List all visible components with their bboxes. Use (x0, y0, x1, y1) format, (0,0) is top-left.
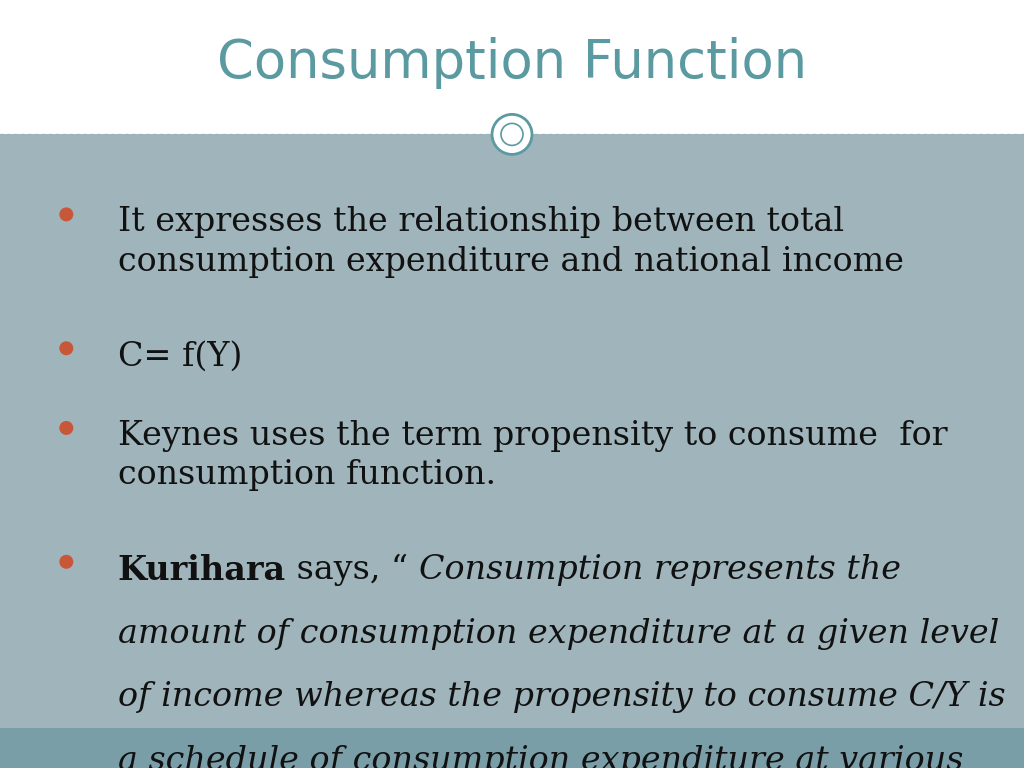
Bar (0, 0, 1024, 134)
Text: Consumption represents the: Consumption represents the (419, 554, 900, 586)
Text: Keynes uses the term propensity to consume  for
consumption function.: Keynes uses the term propensity to consu… (118, 420, 947, 492)
Circle shape (492, 114, 532, 154)
Circle shape (59, 341, 74, 356)
Bar (0, 728, 1024, 768)
Text: says, “: says, “ (286, 554, 419, 586)
Text: Kurihara: Kurihara (118, 554, 286, 587)
Text: C= f(Y): C= f(Y) (118, 340, 242, 372)
Circle shape (59, 207, 74, 221)
Text: amount of consumption expenditure at a given level: amount of consumption expenditure at a g… (118, 617, 999, 650)
Text: It expresses the relationship between total
consumption expenditure and national: It expresses the relationship between to… (118, 207, 904, 278)
Text: a schedule of consumption expenditure at various: a schedule of consumption expenditure at… (118, 745, 964, 768)
Text: of income whereas the propensity to consume C/Y is: of income whereas the propensity to cons… (118, 681, 1006, 713)
Circle shape (59, 554, 74, 569)
Circle shape (59, 421, 74, 435)
Text: Consumption Function: Consumption Function (217, 37, 807, 89)
